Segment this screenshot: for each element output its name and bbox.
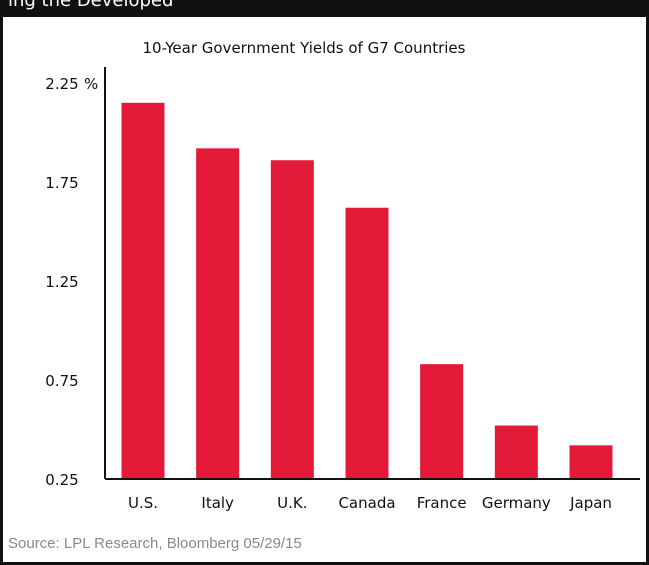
y-unit-label: % [84,75,98,93]
bar [494,425,538,479]
y-tick-label: 2.25 [45,75,78,93]
source-note: Source: LPL Research, Bloomberg 05/29/15 [8,535,302,552]
y-tick-label: 1.25 [45,273,78,291]
x-tick-label: France [417,494,467,512]
y-tick-label: 1.75 [45,174,78,192]
bar [270,160,314,479]
x-axis: U.S. Italy U.K. Canada France Germany Japan [105,478,640,512]
bars [121,102,613,480]
x-tick-label: Germany [482,494,551,512]
x-tick-label: Canada [338,494,395,512]
y-tick-label: 0.25 [45,471,78,489]
bar [196,148,240,479]
y-tick-label: 0.75 [45,372,78,390]
y-axis: 0.25 0.75 1.25 1.75 2.25% [45,67,106,489]
x-tick-label: Italy [201,494,234,512]
bar [121,102,165,480]
x-tick-label: U.K. [277,494,307,512]
chart-title: 10-Year Government Yields of G7 Countrie… [143,39,466,57]
x-tick-label: U.S. [128,494,158,512]
x-tick-label: Japan [569,494,612,512]
bar [569,445,613,479]
bar [420,364,464,479]
bar [345,207,389,480]
header-text: ing the Developed [8,0,174,11]
header-bar: ing the Developed [0,0,649,17]
